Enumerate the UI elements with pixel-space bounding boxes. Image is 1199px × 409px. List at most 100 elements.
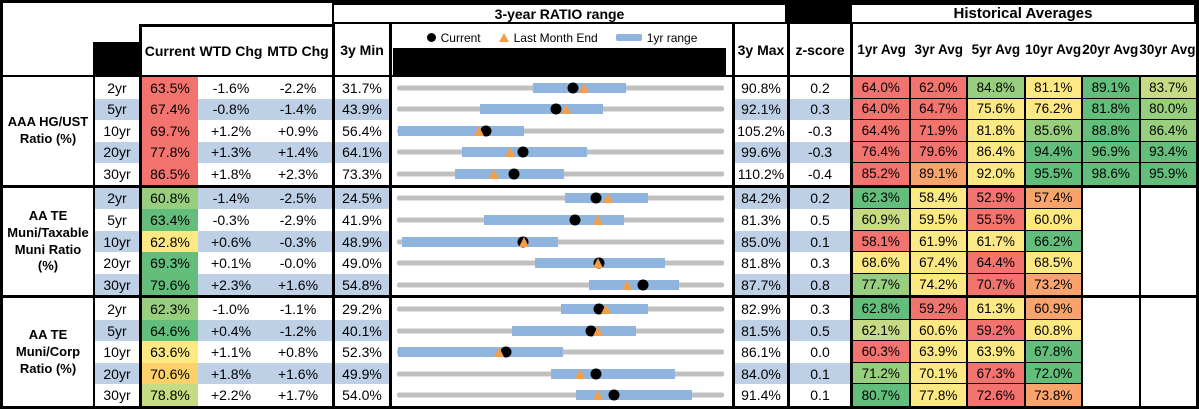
- historical-avg-cell: 62.3%: [850, 187, 909, 210]
- current-dot-icon: [426, 33, 436, 42]
- wtd-chg-cell: -0.3%: [212, 211, 250, 228]
- current-cell: 63.5%: [139, 77, 198, 99]
- last-month-triangle-icon: [498, 33, 509, 42]
- historical-avg-cell: 60.6%: [908, 319, 966, 342]
- historical-avg-cell: 60.9%: [1023, 298, 1081, 320]
- three-year-min-cell: 24.5%: [332, 187, 389, 210]
- historical-avg-cell: 86.4%: [966, 141, 1024, 164]
- historical-avg-cell: 60.8%: [1023, 319, 1081, 342]
- last-month-triangle: [493, 347, 504, 358]
- tenor-cell: 10yr: [93, 341, 139, 363]
- historical-avg-cell: 64.0%: [850, 77, 909, 99]
- table-body: AAA HG/UST Ratio (%) 2yr 63.5% -1.6% -2.2% 31.…: [3, 77, 1196, 406]
- three-year-max-cell: 84.0%: [732, 362, 787, 385]
- historical-avg-cell: 64.4%: [966, 252, 1024, 274]
- group-label-line: Ratio (%): [19, 130, 77, 146]
- historical-avg-cell: 70.7%: [966, 273, 1024, 296]
- historical-avg-cell: [1138, 384, 1196, 406]
- tenor-cell: 20yr: [93, 141, 139, 164]
- wtd-chg-cell: +1.3%: [198, 141, 264, 164]
- one-year-range-bar: [398, 125, 525, 136]
- one-year-range-bar: [588, 279, 680, 290]
- range-chart-cell: [389, 209, 732, 231]
- historical-avg-cell: 96.9%: [1081, 141, 1139, 164]
- group-label-line: AA TE: [28, 207, 68, 223]
- block-separator: [3, 295, 1196, 299]
- group-rows: 2yr 62.3% -1.0% -1.1% 29.2% 82.9% 0.3 62.8% 59.2…: [93, 298, 1196, 406]
- historical-avg-cell: 75.6%: [966, 98, 1024, 121]
- tenor-cell: 10yr: [93, 230, 139, 253]
- range-track: [397, 195, 724, 201]
- three-year-min-cell: 73.3%: [332, 163, 389, 185]
- block-separator: [3, 184, 1196, 188]
- range-chart-cell: [389, 362, 732, 385]
- range-chart-cell: [389, 120, 732, 142]
- current-cell: 64.6%: [139, 319, 198, 342]
- historical-avg-cell: 63.9%: [966, 341, 1024, 363]
- current-dot: [567, 82, 579, 94]
- mtd-chg-cell: +1.6%: [264, 362, 332, 385]
- three-year-min-cell: 56.4%: [332, 120, 389, 142]
- wtd-chg-cell: -0.8%: [198, 98, 264, 121]
- mtd-chg-cell: -2.5%: [264, 187, 332, 210]
- current-cell: 62.8%: [139, 230, 198, 253]
- historical-avg-cell: [1138, 362, 1196, 385]
- three-year-min-cell: 64.1%: [332, 141, 389, 164]
- range-track: [397, 392, 724, 398]
- historical-avg-cell: 88.8%: [1081, 120, 1139, 142]
- historical-avg-cell: 74.2%: [908, 273, 966, 296]
- range-chart-cell: [389, 273, 732, 296]
- range-chart-legend: Current Last Month End 1yr range: [389, 24, 732, 75]
- three-year-min-cell: 54.0%: [332, 384, 389, 406]
- table-row: 10yr 63.6% +1.1% +0.8% 52.3% 86.1% 0.0 60.3% 63.…: [93, 341, 1196, 363]
- last-month-triangle: [593, 390, 604, 401]
- historical-avg-cell: 76.2%: [1023, 98, 1081, 121]
- z-score-cell: 0.3: [787, 98, 850, 121]
- range-chart-cell: [389, 77, 732, 99]
- z-score-cell: 0.0: [787, 341, 850, 363]
- last-month-triangle: [560, 104, 571, 115]
- mtd-chg-cell: +0.9%: [277, 122, 319, 139]
- range-chart-cell: [389, 319, 732, 342]
- tenor-cell: 2yr: [93, 77, 139, 99]
- tenor-cell: 20yr: [93, 252, 139, 274]
- current-cell: 69.3%: [139, 252, 198, 274]
- historical-avg-cell: 62.0%: [908, 77, 966, 99]
- table-row: 20yr 69.3% +0.1% -0.0% 49.0% 81.8% 0.3 68.6% 67.…: [93, 252, 1196, 274]
- mtd-chg-cell: -0.3%: [264, 230, 332, 253]
- three-year-max-cell: 81.8%: [732, 252, 787, 274]
- historical-avg-cell: 59.2%: [908, 298, 966, 320]
- tenor-cell: 5yr: [93, 209, 139, 231]
- historical-avg-cell: 81.1%: [1023, 77, 1081, 99]
- last-month-triangle: [489, 168, 500, 179]
- last-month-triangle: [579, 82, 589, 93]
- one-year-range-bar: [576, 390, 692, 401]
- historical-avg-cell: 94.4%: [1023, 141, 1081, 164]
- historical-avg-cell: 59.2%: [966, 319, 1024, 342]
- table-row: 2yr 63.5% -1.6% -2.2% 31.7% 90.8% 0.2 64.0% 62.0…: [93, 77, 1196, 99]
- historical-avg-cell: 89.1%: [908, 163, 966, 185]
- zscore-header-black-fill: [787, 3, 850, 24]
- historical-avg-cell: 60.0%: [1023, 209, 1081, 231]
- current-column-header: Current: [144, 43, 196, 59]
- historical-avg-cell: 67.4%: [908, 252, 966, 274]
- historical-avg-cell: 60.3%: [850, 341, 909, 363]
- range-chart: [397, 120, 724, 142]
- group-label: AAA HG/UST Ratio (%): [3, 77, 93, 185]
- three-year-min-cell: 31.7%: [332, 77, 389, 99]
- historical-avg-cell: 79.6%: [908, 141, 966, 164]
- historical-avg-cell: [1081, 341, 1139, 363]
- current-dot: [508, 168, 520, 180]
- historical-avg-cell: 73.8%: [1023, 384, 1081, 406]
- range-chart: [397, 231, 724, 253]
- historical-avg-cell: 80.0%: [1138, 98, 1196, 121]
- ratio-group: AAA HG/UST Ratio (%) 2yr 63.5% -1.6% -2.2% 31.…: [3, 77, 1196, 185]
- tenor-cell: 5yr: [93, 319, 139, 342]
- historical-avg-cell: 95.9%: [1138, 163, 1196, 185]
- avg-column-header-1yr: 1yr Avg: [857, 42, 906, 57]
- z-score-cell: 0.5: [787, 209, 850, 231]
- mtd-chg-cell: +1.6%: [264, 273, 332, 296]
- historical-avg-cell: 58.4%: [908, 187, 966, 210]
- historical-avg-cell: [1081, 230, 1139, 253]
